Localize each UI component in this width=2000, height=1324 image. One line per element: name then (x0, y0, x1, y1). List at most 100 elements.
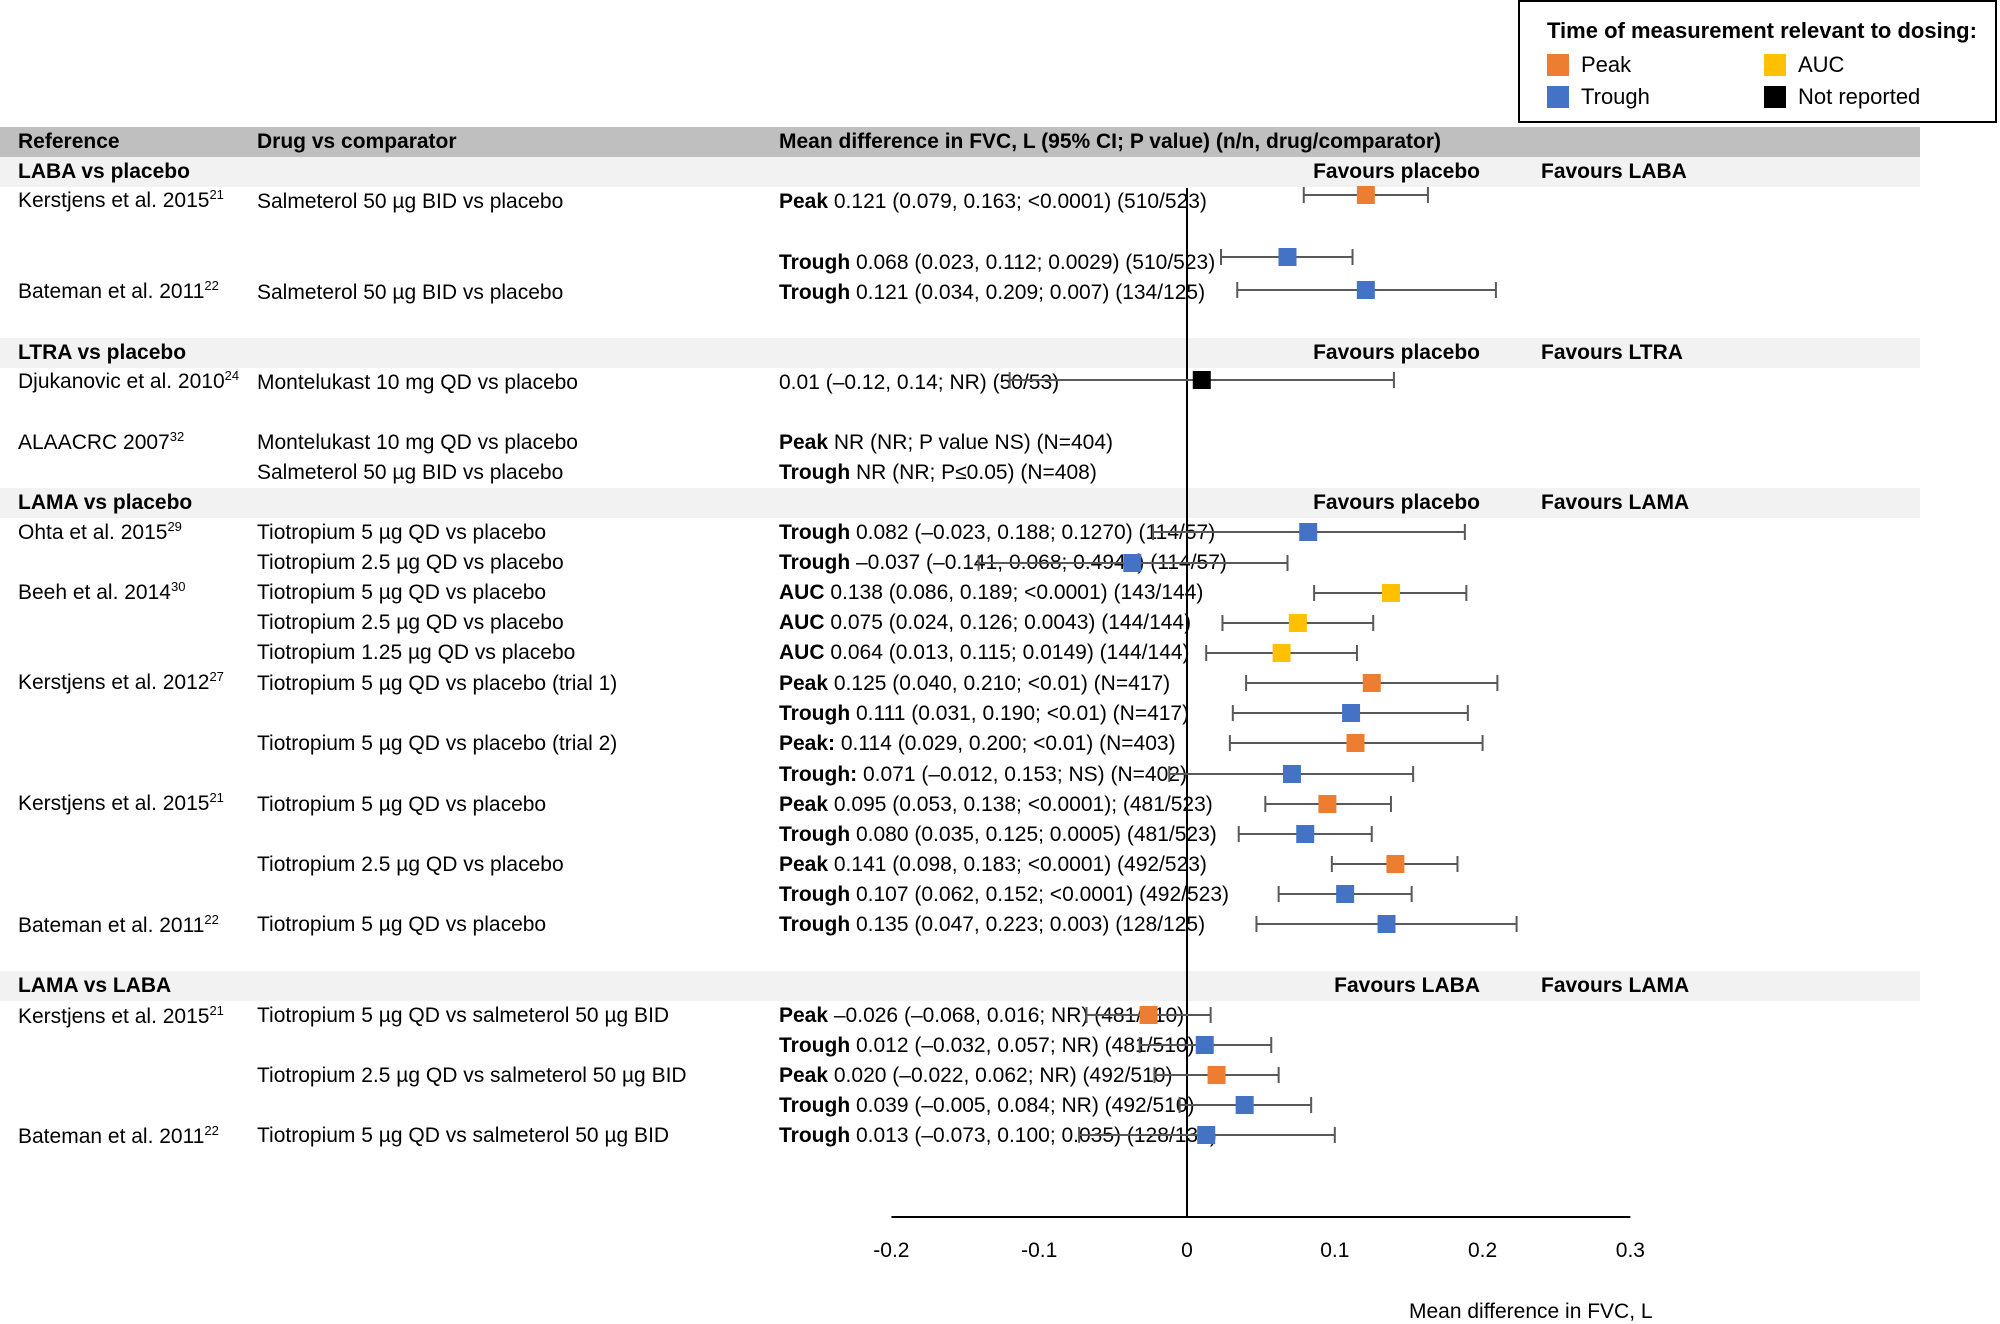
forest-point (1231, 704, 1469, 722)
x-tick-label: 0.2 (1468, 1239, 1497, 1262)
legend-label: Trough (1581, 84, 1650, 109)
header-reference: Reference (18, 130, 120, 153)
favours-left-label: Favours LABA (1334, 974, 1480, 997)
forest-point (1255, 915, 1518, 933)
point-estimate-marker (1346, 734, 1365, 752)
group-band (0, 971, 1920, 1001)
result-cell: 0.01 (–0.12, 0.14; NR) (50/53) (779, 371, 1060, 394)
result-cell: Peak NR (NR; P value NS) (N=404) (779, 431, 1113, 454)
legend-item-trough: Trough (1547, 84, 1650, 110)
drug-cell: Tiotropium 5 µg QD vs placebo (trial 1) (257, 672, 618, 695)
reference-cell: ALAACRC 200732 (18, 429, 185, 454)
legend-item-not-reported: Not reported (1764, 84, 1920, 110)
point-estimate-marker (1356, 186, 1375, 204)
point-estimate-marker (1336, 885, 1355, 903)
point-estimate-marker (1342, 704, 1361, 722)
drug-cell: Salmeterol 50 µg BID vs placebo (257, 281, 564, 304)
forest-point (1245, 674, 1499, 692)
result-cell: Peak –0.026 (–0.068, 0.016; NR) (481/510… (779, 1004, 1185, 1027)
forest-point (1078, 1126, 1336, 1144)
drug-cell: Salmeterol 50 µg BID vs placebo (257, 461, 564, 484)
forest-point (1264, 795, 1392, 813)
header-mean-difference: Mean difference in FVC, L (95% CI; P val… (779, 130, 1442, 153)
point-estimate-marker (1318, 795, 1337, 813)
reference-cell: Kerstjens et al. 201521 (18, 187, 224, 212)
result-cell: Trough 0.107 (0.062, 0.152; <0.0001) (49… (779, 883, 1230, 906)
reference-cell: Kerstjens et al. 201227 (18, 669, 224, 694)
result-cell: Trough 0.013 (–0.073, 0.100; 0.035) (128… (779, 1124, 1217, 1147)
drug-cell: Tiotropium 2.5 µg QD vs placebo (257, 551, 564, 574)
favours-right-label: Favours LABA (1541, 160, 1687, 183)
forest-point (1219, 248, 1354, 266)
x-tick-label: -0.2 (873, 1239, 909, 1262)
drug-cell: Tiotropium 5 µg QD vs salmeterol 50 µg B… (257, 1124, 670, 1147)
point-estimate-marker (1207, 1066, 1226, 1084)
peak-swatch-icon (1547, 54, 1569, 76)
result-cell: Peak 0.125 (0.040, 0.210; <0.01) (N=417) (779, 672, 1171, 695)
forest-point (1138, 1036, 1273, 1054)
group-title: LAMA vs placebo (18, 491, 193, 514)
legend-label: Peak (1581, 52, 1632, 77)
drug-cell: Tiotropium 5 µg QD vs placebo (trial 2) (257, 732, 618, 755)
favours-left-label: Favours placebo (1313, 160, 1480, 183)
forest-point (1236, 281, 1497, 299)
x-tick-label: 0.3 (1616, 1239, 1645, 1262)
group-title: LTRA vs placebo (18, 341, 187, 364)
result-cell: Trough 0.068 (0.023, 0.112; 0.0029) (510… (779, 251, 1216, 274)
point-estimate-marker (1288, 614, 1307, 632)
x-tick-label: 0 (1181, 1239, 1193, 1262)
reference-cell: Bateman et al. 201122 (18, 1123, 219, 1148)
drug-cell: Tiotropium 2.5 µg QD vs placebo (257, 611, 564, 634)
favours-left-label: Favours placebo (1313, 341, 1480, 364)
forest-point (1205, 644, 1358, 662)
result-cell: Trough 0.135 (0.047, 0.223; 0.003) (128/… (779, 913, 1206, 936)
reference-cell: Bateman et al. 201122 (18, 912, 219, 937)
result-cell: Trough 0.039 (–0.005, 0.084; NR) (492/51… (779, 1094, 1195, 1117)
reference-cell: Kerstjens et al. 201521 (18, 1003, 224, 1028)
point-estimate-marker (1272, 644, 1291, 662)
forest-point (1302, 186, 1429, 204)
result-cell: Peak 0.095 (0.053, 0.138; <0.0001); (481… (779, 793, 1213, 816)
forest-point (977, 554, 1289, 572)
result-cell: Trough 0.111 (0.031, 0.190; <0.01) (N=41… (779, 702, 1190, 725)
group-band (0, 338, 1920, 368)
point-estimate-marker (1282, 765, 1301, 783)
point-estimate-marker (1377, 915, 1396, 933)
drug-cell: Tiotropium 5 µg QD vs placebo (257, 793, 547, 816)
forest-point (1221, 614, 1375, 632)
forest-point (1152, 523, 1466, 541)
point-estimate-marker (1296, 825, 1315, 843)
result-cell: AUC 0.075 (0.024, 0.126; 0.0043) (144/14… (779, 611, 1192, 634)
forest-point (1008, 371, 1395, 389)
reference-cell: Bateman et al. 201122 (18, 278, 219, 303)
result-cell: Trough 0.121 (0.034, 0.209; 0.007) (134/… (779, 281, 1206, 304)
point-estimate-marker (1123, 554, 1142, 572)
group-band (0, 488, 1920, 518)
point-estimate-marker (1139, 1006, 1158, 1024)
table-header (0, 127, 1920, 157)
group-title: LABA vs placebo (18, 160, 190, 183)
favours-left-label: Favours placebo (1313, 491, 1480, 514)
forest-point (1153, 1066, 1280, 1084)
drug-cell: Tiotropium 5 µg QD vs placebo (257, 581, 547, 604)
point-estimate-marker (1278, 248, 1297, 266)
auc-swatch-icon (1764, 54, 1786, 76)
reference-cell: Ohta et al. 201529 (18, 519, 182, 544)
group-band (0, 157, 1920, 187)
favours-right-label: Favours LAMA (1541, 491, 1690, 514)
favours-right-label: Favours LTRA (1541, 341, 1683, 364)
result-cell: Trough 0.012 (–0.032, 0.057; NR) (481/51… (779, 1034, 1195, 1057)
result-cell: Peak: 0.114 (0.029, 0.200; <0.01) (N=403… (779, 732, 1176, 755)
result-cell: AUC 0.064 (0.013, 0.115; 0.0149) (144/14… (779, 641, 1190, 664)
header-drug: Drug vs comparator (257, 130, 457, 153)
result-cell: Trough NR (NR; P≤0.05) (N=408) (779, 461, 1097, 484)
result-cell: Trough 0.080 (0.035, 0.125; 0.0005) (481… (779, 823, 1217, 846)
point-estimate-marker (1356, 281, 1375, 299)
point-estimate-marker (1362, 674, 1381, 692)
forest-point (1228, 734, 1484, 752)
not-reported-swatch-icon (1764, 86, 1786, 108)
forest-point (1178, 1096, 1313, 1114)
trough-swatch-icon (1547, 86, 1569, 108)
x-tick-label: 0.1 (1320, 1239, 1349, 1262)
